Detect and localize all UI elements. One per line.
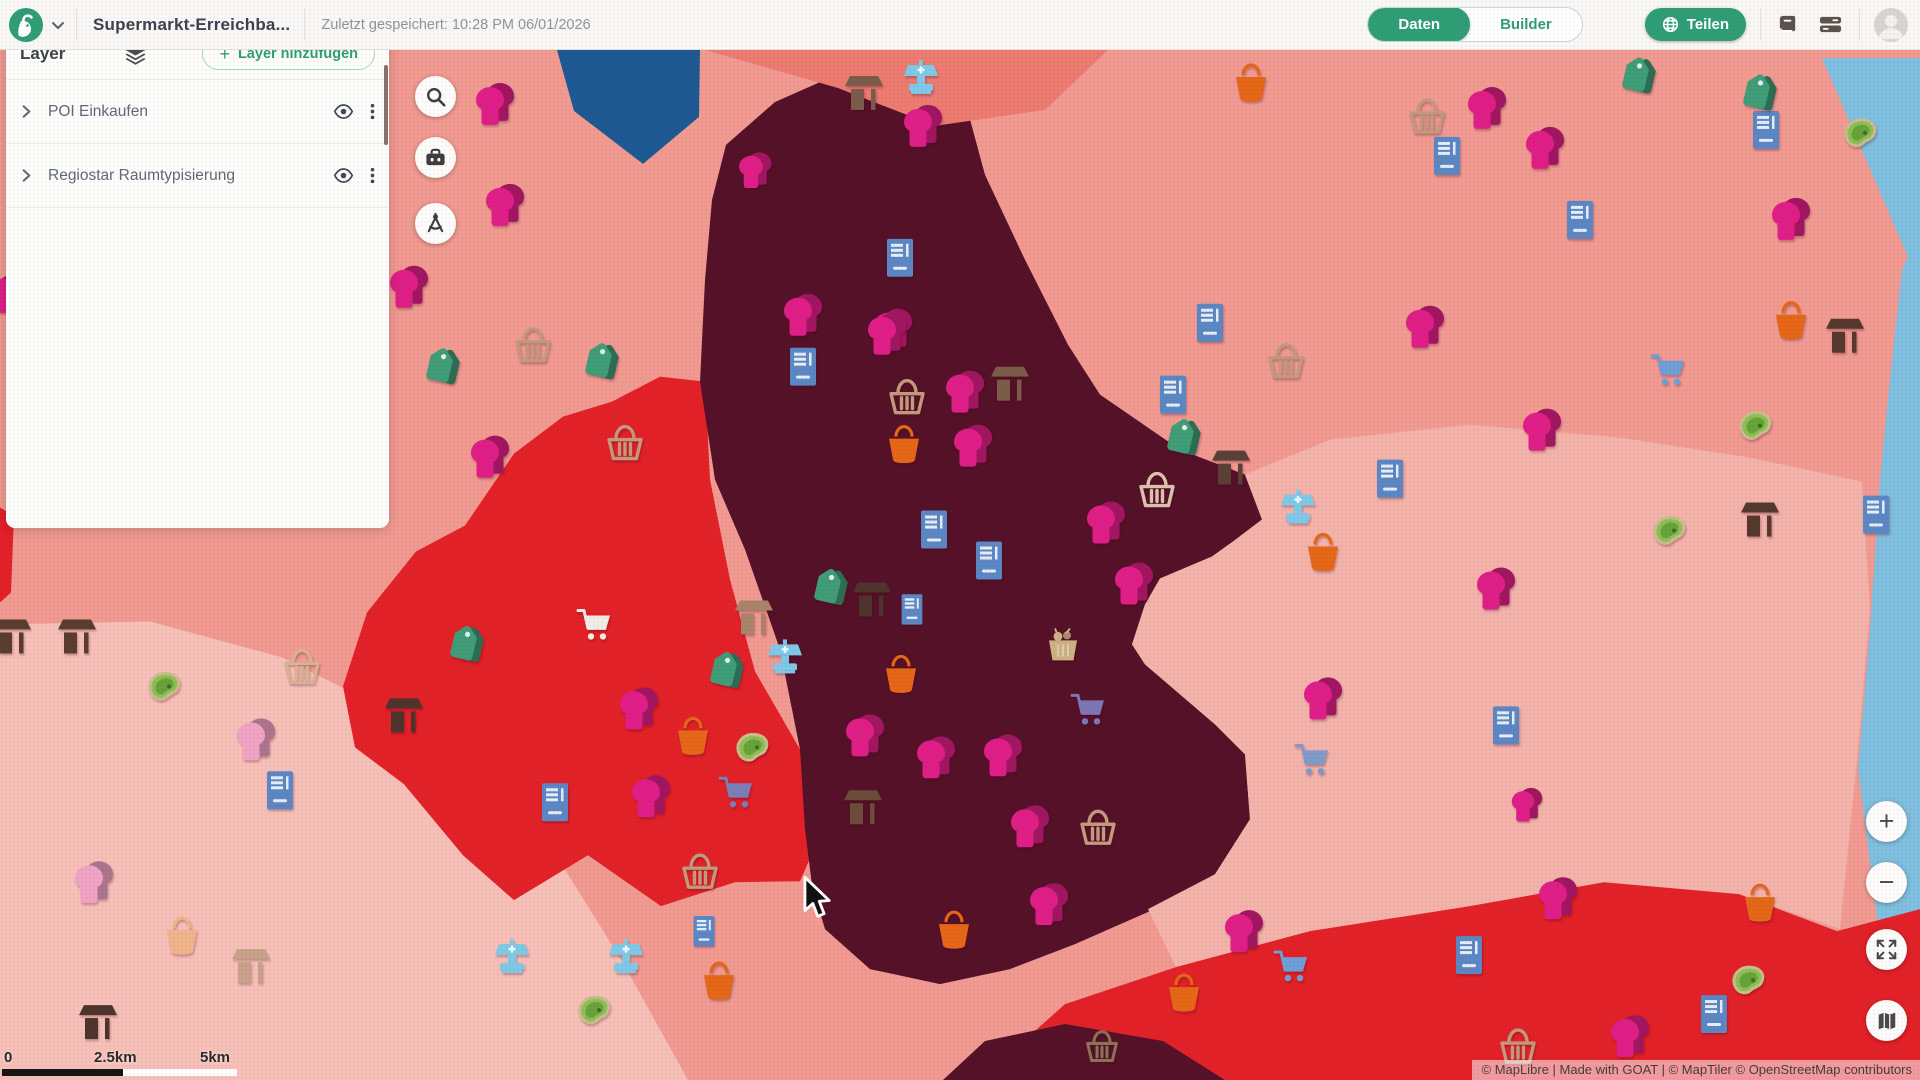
scale-bar: 0 2.5km 5km	[2, 1049, 242, 1076]
share-button-label: Teilen	[1686, 16, 1729, 33]
kebab-menu-icon[interactable]	[370, 166, 375, 185]
poi-vending-icon[interactable]	[921, 510, 947, 549]
region-red-district-south[interactable]	[980, 882, 1920, 1080]
poi-vending-icon[interactable]	[1567, 200, 1593, 239]
globe-icon	[1662, 16, 1679, 33]
chevron-right-icon[interactable]	[19, 104, 34, 119]
panel-scrollbar[interactable]	[384, 65, 388, 145]
documentation-button[interactable]	[1775, 11, 1802, 38]
zoom-in-button[interactable]: +	[1866, 801, 1907, 842]
chevron-right-icon[interactable]	[19, 168, 34, 183]
scale-label-zero: 0	[4, 1049, 13, 1066]
poi-vending-icon[interactable]	[1434, 136, 1460, 175]
measure-tools-button[interactable]	[415, 203, 456, 244]
region-blue-wedge-north[interactable]	[557, 50, 700, 164]
project-menu-chevron-down-icon[interactable]	[50, 17, 66, 33]
divider	[1859, 8, 1860, 41]
poi-vending-icon[interactable]	[693, 915, 715, 947]
scale-label-mid: 2.5km	[94, 1049, 137, 1066]
region-maroon-south-strip[interactable]	[943, 1024, 1225, 1080]
poi-vending-icon[interactable]	[790, 347, 816, 386]
poi-vending-icon[interactable]	[1456, 936, 1482, 975]
scale-segment-dark	[2, 1069, 123, 1076]
data-catalog-button[interactable]	[1816, 11, 1845, 38]
divider	[1760, 8, 1761, 41]
poi-vending-icon[interactable]	[1197, 303, 1223, 342]
plus-icon: +	[219, 43, 230, 64]
goat-logo-icon[interactable]	[8, 7, 44, 43]
visibility-eye-icon[interactable]	[333, 165, 354, 186]
poi-vending-icon[interactable]	[1753, 110, 1779, 149]
top-bar: Supermarkt-Erreichba... Zuletzt gespeich…	[0, 0, 1920, 50]
search-icon	[425, 86, 447, 108]
layer-row-poi-einkaufen[interactable]: POI Einkaufen	[6, 80, 389, 144]
layer-name: Regiostar Raumtypisierung	[48, 166, 235, 184]
divider	[304, 8, 306, 41]
kebab-menu-icon[interactable]	[370, 102, 375, 121]
poi-vending-icon[interactable]	[1701, 995, 1727, 1034]
scale-segment-light	[123, 1069, 237, 1076]
map-attribution: © MapLibre | Made with GOAT | © MapTiler…	[1471, 1060, 1920, 1080]
basemap-button[interactable]	[1866, 1000, 1907, 1041]
poi-vending-icon[interactable]	[1160, 375, 1186, 414]
region-water-corner[interactable]	[1822, 57, 1920, 285]
region-left-edge-red-sliver[interactable]	[0, 507, 14, 603]
layer-panel: Layer + Layer hinzufügen POI Einkaufen	[6, 28, 389, 528]
poi-vending-icon[interactable]	[887, 238, 913, 277]
map-search-button[interactable]	[415, 76, 456, 117]
plus-icon: +	[1878, 806, 1895, 836]
user-avatar[interactable]	[1874, 7, 1908, 42]
region-red-district-west[interactable]	[343, 376, 820, 907]
poi-vending-icon[interactable]	[542, 783, 568, 822]
zoom-out-button[interactable]: −	[1866, 862, 1907, 903]
toolbox-icon	[424, 146, 447, 169]
map-canvas[interactable]: + − 0 2.5km 5km © MapLibre | Made	[0, 50, 1920, 1080]
project-title: Supermarkt-Erreichba...	[93, 14, 291, 34]
poi-vending-icon[interactable]	[1377, 459, 1403, 498]
region-warm-red-strip-north[interactable]	[705, 50, 1108, 126]
layer-row-regiostar[interactable]: Regiostar Raumtypisierung	[6, 144, 389, 208]
expand-arrows-icon	[1876, 939, 1897, 960]
mode-toggle: Daten Builder	[1367, 7, 1583, 42]
poi-vending-icon[interactable]	[901, 594, 923, 625]
scale-label-max: 5km	[200, 1049, 231, 1066]
layer-name: POI Einkaufen	[48, 102, 148, 120]
divider	[76, 8, 77, 41]
tab-daten[interactable]: Daten	[1368, 8, 1471, 41]
tab-builder[interactable]: Builder	[1470, 8, 1582, 41]
region-maroon-district-center[interactable]	[700, 67, 1262, 985]
minus-icon: −	[1878, 867, 1895, 897]
poi-vending-icon[interactable]	[1493, 706, 1519, 745]
book-icon	[1777, 13, 1800, 36]
poi-vending-icon[interactable]	[267, 771, 293, 810]
toolbox-button[interactable]	[415, 137, 456, 178]
poi-vending-icon[interactable]	[976, 541, 1002, 580]
drafting-compass-icon	[424, 212, 447, 235]
folded-map-icon	[1876, 1010, 1898, 1032]
share-button[interactable]: Teilen	[1644, 8, 1746, 41]
visibility-eye-icon[interactable]	[333, 101, 354, 122]
last-saved-text: Zuletzt gespeichert: 10:28 PM 06/01/2026	[321, 16, 591, 33]
stacked-rows-icon	[1818, 13, 1843, 36]
poi-vending-icon[interactable]	[1863, 495, 1889, 534]
fullscreen-button[interactable]	[1866, 929, 1907, 970]
